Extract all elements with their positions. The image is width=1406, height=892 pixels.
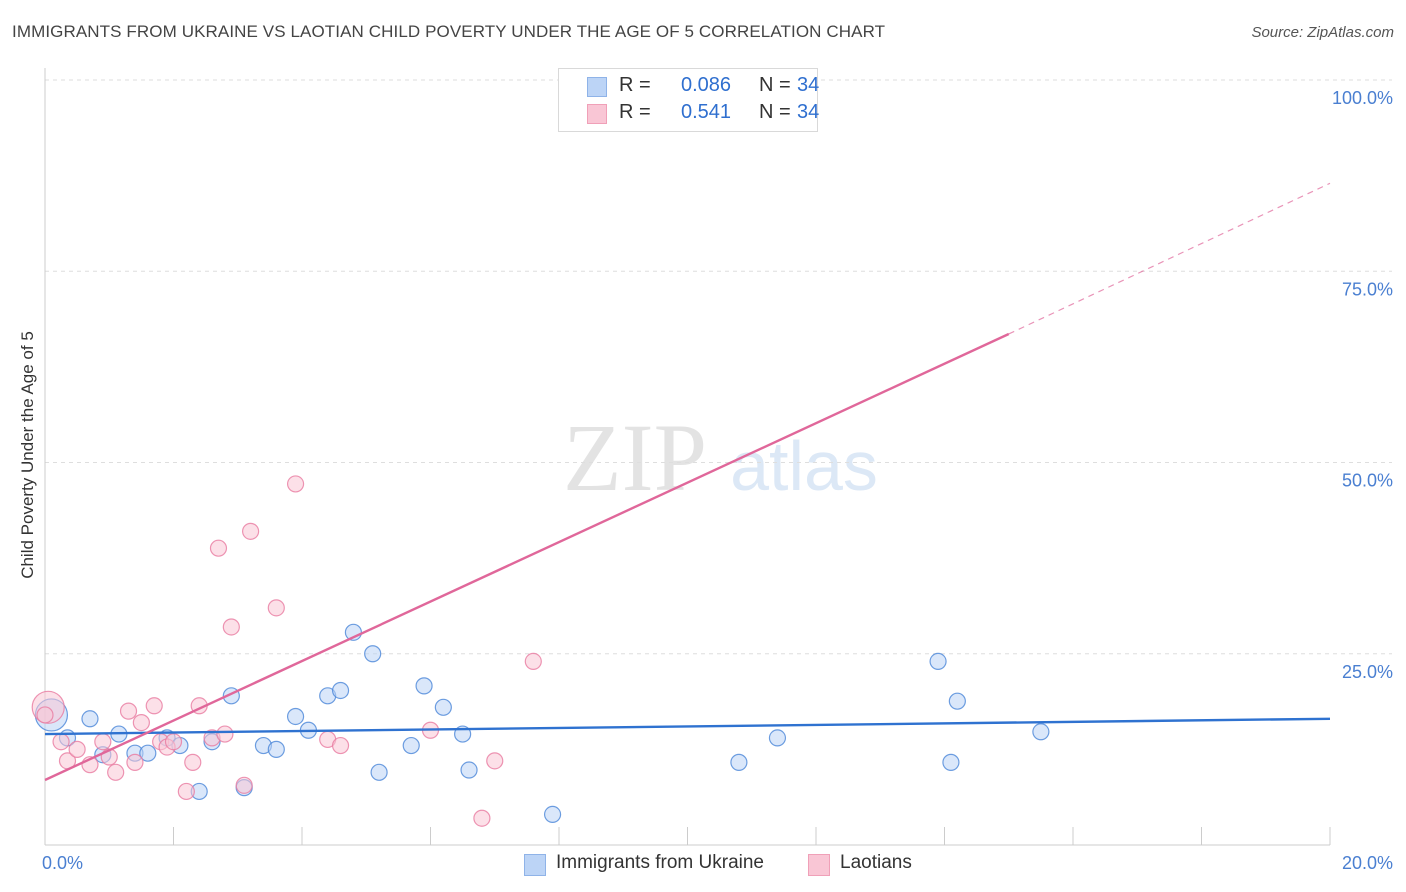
n-value: 34: [797, 74, 820, 96]
n-value: 34: [797, 101, 820, 123]
ukraine-point: [370, 763, 388, 781]
legend-label-laotians: Laotians: [840, 852, 912, 873]
legend-swatch-ukraine: [524, 854, 546, 876]
y-tick-label: 50.0%: [1342, 471, 1393, 491]
ukraine-point: [929, 652, 947, 671]
laotian-point: [524, 652, 542, 671]
gridlines: [45, 79, 1392, 655]
trend-line-laotians-extension: [1008, 182, 1331, 335]
ukraine-point: [460, 761, 478, 779]
laotian-point: [486, 752, 504, 770]
laotian-point: [132, 713, 150, 732]
watermark: ZIP atlas: [563, 404, 878, 511]
ukraine-point: [286, 707, 305, 726]
chart-title: IMMIGRANTS FROM UKRAINE VS LAOTIAN CHILD…: [12, 22, 886, 41]
laotian-point: [164, 733, 183, 751]
laotian-point: [473, 809, 491, 827]
ukraine-point: [402, 736, 420, 755]
n-label: N =: [759, 101, 791, 123]
source-label: Source: ZipAtlas.com: [1251, 24, 1394, 41]
ukraine-point: [267, 740, 285, 758]
ukraine-point: [1032, 723, 1050, 741]
laotian-point: [222, 618, 240, 636]
laotian-point: [107, 763, 125, 781]
ukraine-point: [434, 698, 452, 716]
laotian-point: [36, 706, 54, 724]
r-value: 0.086: [681, 74, 732, 96]
n-label: N =: [759, 74, 791, 96]
laotian-point: [119, 702, 138, 720]
laotian-point: [242, 522, 260, 540]
laotian-point: [235, 776, 253, 794]
watermark-zip: ZIP: [563, 404, 707, 511]
x-tick-label: 20.0%: [1342, 853, 1393, 873]
laotian-point: [286, 475, 305, 493]
laotian-point: [68, 740, 86, 758]
y-tick-label: 75.0%: [1342, 279, 1393, 299]
legend-swatch-laotians: [808, 854, 830, 876]
ukraine-point: [768, 729, 787, 747]
r-label: R =: [619, 74, 651, 96]
y-tick-labels: 25.0% 50.0% 75.0% 100.0%: [1332, 88, 1393, 682]
laotian-point: [331, 736, 350, 755]
r-value: 0.541: [681, 101, 732, 123]
laotian-point: [52, 733, 70, 751]
laotian-point: [126, 753, 144, 771]
stats-legend: R = 0.086 N = 34 R = 0.541 N = 34: [558, 68, 820, 132]
laotian-point: [94, 733, 112, 751]
ukraine-point: [948, 692, 966, 710]
laotian-point: [216, 725, 234, 743]
legend-swatch-ukraine: [587, 77, 607, 97]
laotian-point: [145, 697, 163, 715]
ukraine-point: [364, 645, 382, 663]
ukraine-point: [331, 681, 350, 700]
ukraine-point: [543, 805, 562, 824]
ukraine-point: [139, 744, 157, 762]
x-tick-labels: 0.0% 20.0%: [42, 853, 1393, 873]
laotian-point: [177, 782, 195, 801]
y-tick-label: 25.0%: [1342, 662, 1393, 682]
watermark-atlas: atlas: [730, 427, 878, 505]
laotian-point: [184, 753, 202, 771]
trend-line-laotians: [44, 332, 1010, 782]
r-label: R =: [619, 101, 651, 123]
ukraine-point: [730, 753, 748, 771]
trend-lines: [44, 182, 1331, 782]
laotian-point: [267, 599, 285, 617]
laotian-point: [209, 539, 228, 557]
ukraine-point: [81, 710, 99, 728]
legend-label-ukraine: Immigrants from Ukraine: [556, 852, 764, 873]
data-points: [31, 71, 1050, 827]
trend-line-ukraine: [44, 717, 1331, 736]
y-tick-label: 100.0%: [1332, 88, 1393, 108]
ukraine-point: [942, 753, 960, 771]
ukraine-point: [415, 677, 433, 695]
x-tick-label: 0.0%: [42, 853, 83, 873]
legend-swatch-laotians: [587, 104, 607, 124]
